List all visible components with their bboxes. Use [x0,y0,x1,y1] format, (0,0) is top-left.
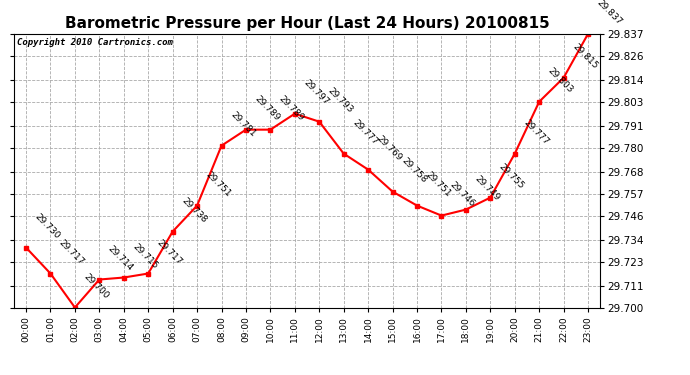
Text: 29.717: 29.717 [155,238,184,267]
Title: Barometric Pressure per Hour (Last 24 Hours) 20100815: Barometric Pressure per Hour (Last 24 Ho… [65,16,549,31]
Text: 29.700: 29.700 [82,272,110,300]
Text: 29.837: 29.837 [595,0,624,27]
Text: 29.738: 29.738 [179,196,208,225]
Text: 29.777: 29.777 [522,118,551,147]
Text: 29.746: 29.746 [448,180,477,209]
Text: 29.714: 29.714 [106,244,135,273]
Text: 29.815: 29.815 [571,42,599,71]
Text: 29.777: 29.777 [351,118,380,147]
Text: 29.755: 29.755 [497,162,526,190]
Text: 29.730: 29.730 [33,212,61,241]
Text: Copyright 2010 Cartronics.com: Copyright 2010 Cartronics.com [17,38,172,47]
Text: 29.789: 29.789 [253,94,282,123]
Text: 29.803: 29.803 [546,66,575,95]
Text: 29.797: 29.797 [302,78,331,107]
Text: 29.715: 29.715 [130,242,159,271]
Text: 29.769: 29.769 [375,134,404,163]
Text: 29.749: 29.749 [473,174,502,202]
Text: 29.758: 29.758 [400,156,428,184]
Text: 29.781: 29.781 [228,110,257,139]
Text: 29.751: 29.751 [204,170,233,199]
Text: 29.793: 29.793 [326,86,355,115]
Text: 29.789: 29.789 [277,94,306,123]
Text: 29.717: 29.717 [57,238,86,267]
Text: 29.751: 29.751 [424,170,453,199]
